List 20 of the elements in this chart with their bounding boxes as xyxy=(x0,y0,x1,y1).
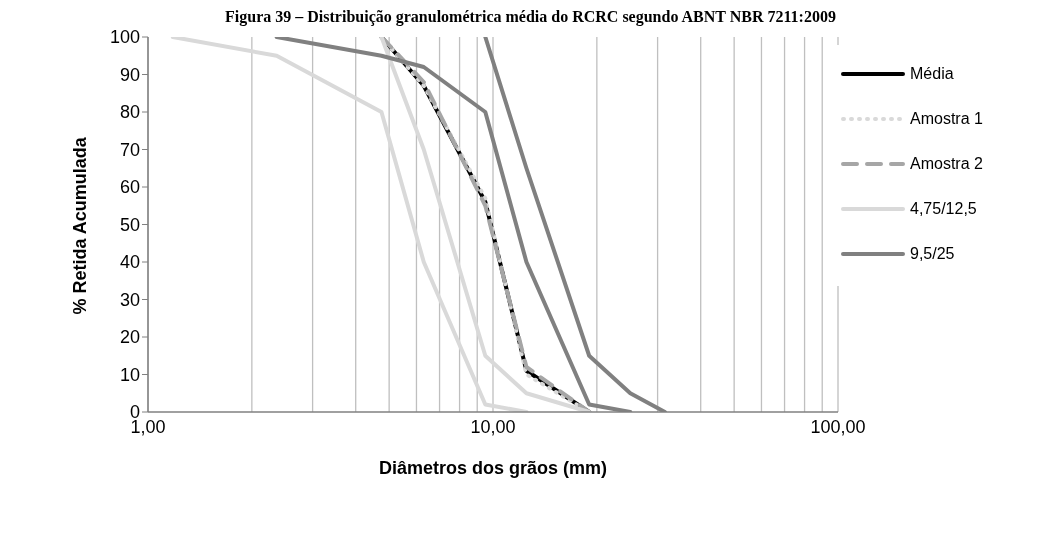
x-tick-label: 100,00 xyxy=(810,416,866,437)
y-axis-title: % Retida Acumulada xyxy=(70,136,91,315)
legend-label: 9,5/25 xyxy=(910,244,955,263)
y-tick-label: 10 xyxy=(119,364,140,385)
y-tick-label: 20 xyxy=(119,327,140,348)
y-tick-label: 50 xyxy=(119,214,140,235)
legend-label: Média xyxy=(910,64,954,83)
chart-title: Figura 39 – Distribuição granulométrica média do RCRC segundo ABNT NBR 7211:2009 xyxy=(224,8,837,26)
legend-label: Amostra 2 xyxy=(910,154,983,173)
x-tick-label: 10,00 xyxy=(470,416,516,437)
y-tick-label: 80 xyxy=(119,102,140,123)
y-tick-label: 100 xyxy=(109,27,140,48)
x-axis-title: Diâmetros dos grãos (mm) xyxy=(378,458,608,478)
legend-label: Amostra 1 xyxy=(910,109,983,128)
legend-label: 4,75/12,5 xyxy=(910,199,977,218)
y-tick-label: 30 xyxy=(119,289,140,310)
y-tick-label: 60 xyxy=(119,177,140,198)
y-tick-label: 70 xyxy=(119,139,140,160)
y-tick-label: 90 xyxy=(119,64,140,85)
y-tick-label: 40 xyxy=(119,252,140,273)
